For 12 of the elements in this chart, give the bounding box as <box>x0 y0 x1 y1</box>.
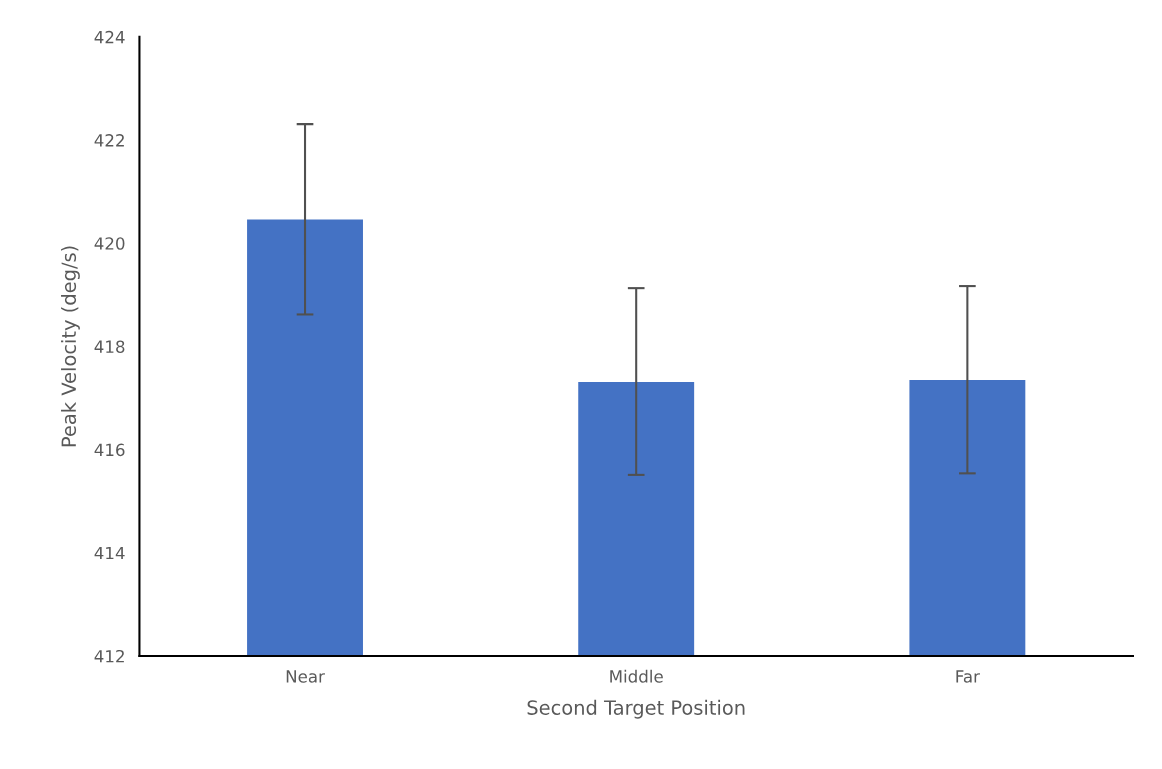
y-tick-label: 418 <box>94 340 125 353</box>
y-tick-label: 412 <box>94 649 124 663</box>
y-tick-label: 420 <box>94 237 125 250</box>
y-tick-label: 424 <box>94 30 125 44</box>
y-tick-label: 416 <box>94 443 125 457</box>
x-tick-label: Far <box>956 670 980 683</box>
y-tick-label: 422 <box>94 134 124 147</box>
x-tick-label: Middle <box>610 669 663 683</box>
x-tick-label: Near <box>286 670 325 683</box>
y-tick-label: 414 <box>94 546 125 560</box>
y-axis-title: Peak Velocity (deg/s) <box>61 246 80 447</box>
x-axis-title: Second Target Position <box>527 699 745 719</box>
